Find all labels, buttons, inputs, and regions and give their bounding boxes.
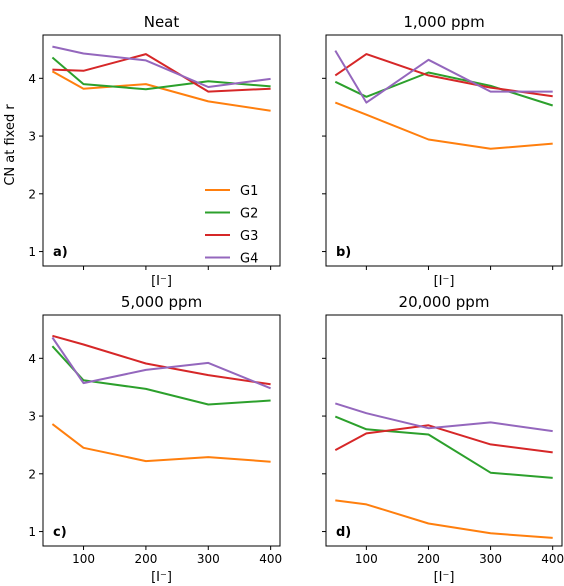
y-tick-label: 4 (28, 72, 36, 86)
legend-label-g3: G3 (240, 229, 258, 244)
panel-title: 5,000 ppm (121, 293, 202, 311)
panel-tag: b) (336, 245, 351, 260)
panel-title: 20,000 ppm (399, 293, 490, 311)
x-tick-label: 100 (355, 552, 378, 566)
x-tick-label: 200 (134, 552, 157, 566)
plot-frame (42, 314, 281, 547)
panel-tag: c) (53, 525, 67, 540)
panel-title: Neat (144, 13, 180, 31)
series-line-g4 (51, 336, 271, 390)
panel-4: 20,000 ppm 100 200 300 400 [I⁻] d) (322, 293, 564, 585)
y-tick-label: 3 (28, 130, 36, 144)
legend-label-g1: G1 (240, 184, 258, 199)
y-tick-label: 4 (28, 352, 36, 366)
series-line-g2 (51, 56, 271, 91)
series-line-g3 (334, 53, 553, 98)
panel-title: 1,000 ppm (403, 13, 484, 31)
y-tick-label: 3 (28, 410, 36, 424)
legend-label-g2: G2 (240, 207, 258, 222)
legend: G1 G2 G3 G4 (205, 184, 258, 267)
y-tick-label: 2 (28, 467, 36, 481)
panel-tag: a) (53, 245, 68, 260)
x-axis-label: [I⁻] (434, 274, 455, 289)
series-line-g1 (334, 101, 553, 150)
x-tick-label: 300 (479, 552, 502, 566)
series-line-g1 (335, 499, 553, 539)
series-line-g3 (52, 334, 271, 386)
series-line-g1 (51, 423, 271, 463)
x-tick-label: 200 (417, 552, 440, 566)
plot-frame (325, 314, 563, 547)
x-axis-label: [I⁻] (151, 274, 172, 289)
x-tick-label: 100 (72, 552, 95, 566)
x-axis-label: [I⁻] (434, 570, 455, 585)
series-line-g3 (52, 53, 271, 93)
panel-2: 1,000 ppm [I⁻] b) (322, 13, 563, 289)
x-axis-label: [I⁻] (151, 570, 172, 585)
panel-tag: d) (336, 525, 351, 540)
series-line-g4 (334, 50, 553, 104)
y-axis-label: CN at fixed r (3, 104, 18, 186)
series-line-g4 (334, 402, 553, 433)
y-tick-label: 1 (28, 245, 36, 259)
y-tick-label: 2 (28, 187, 36, 201)
series-line-g1 (51, 70, 271, 112)
legend-label-g4: G4 (240, 252, 258, 267)
plot-frame (42, 34, 281, 267)
y-tick-label: 1 (28, 525, 36, 539)
series-line-g3 (334, 424, 553, 454)
x-tick-label: 400 (541, 552, 564, 566)
series-line-g4 (52, 45, 271, 88)
panel-1: Neat 1 2 3 4 [I⁻] a) G1 G2 G3 G4 (28, 13, 281, 289)
plot-frame (325, 34, 563, 267)
x-tick-label: 300 (197, 552, 220, 566)
series-line-g2 (334, 415, 553, 479)
x-tick-label: 400 (259, 552, 282, 566)
panel-3: 5,000 ppm 1 2 3 4 100 200 300 400 [I⁻] c) (28, 293, 282, 585)
